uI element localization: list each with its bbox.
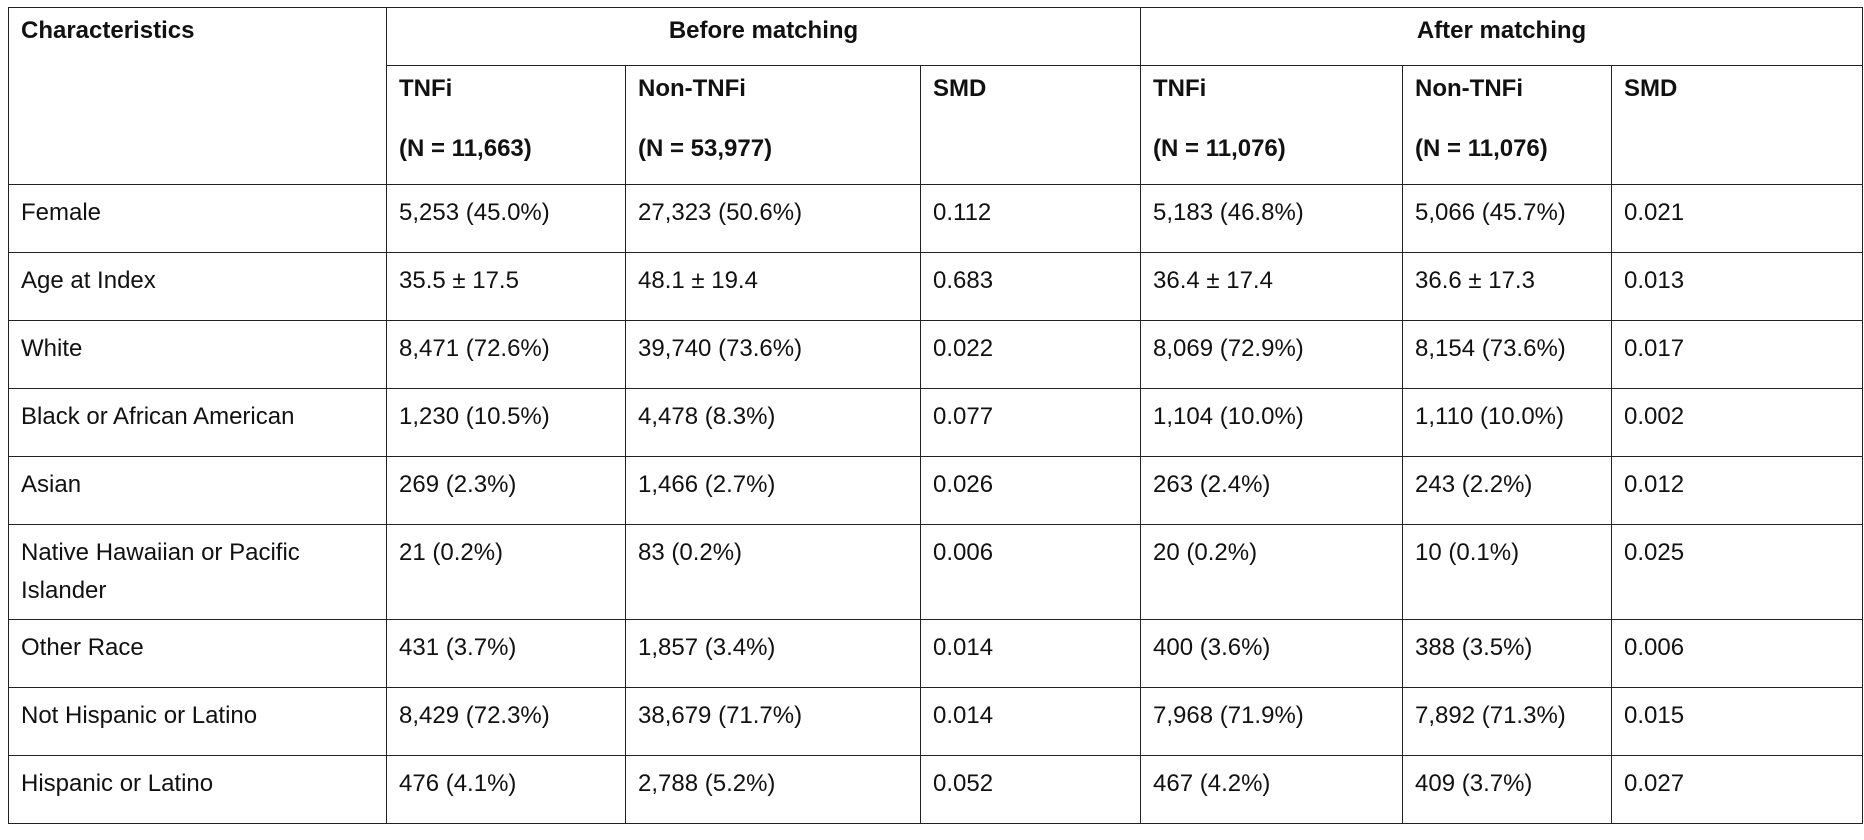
row-label: Female [8,184,387,253]
table-cell: 0.017 [1611,320,1864,389]
table-row: Not Hispanic or Latino 8,429 (72.3%) 38,… [8,687,1864,756]
column-label: TNFi [1153,75,1207,102]
column-label: SMD [1624,75,1678,102]
before-matching-header: Before matching [385,7,1142,66]
table-cell: 0.014 [919,619,1142,688]
table-cell: 0.006 [1611,619,1864,688]
table-row: Female 5,253 (45.0%) 27,323 (50.6%) 0.11… [8,184,1864,253]
after-smd-header: SMD [1611,65,1864,185]
table-cell: 7,968 (71.9%) [1140,687,1404,756]
table-cell: 269 (2.3%) [386,456,626,525]
table-cell: 36.6 ± 17.3 [1402,252,1613,321]
table-cell: 2,788 (5.2%) [625,755,921,824]
table-cell: 0.052 [919,755,1142,824]
table-cell: 400 (3.6%) [1140,619,1404,688]
table-row: Black or African American 1,230 (10.5%) … [8,388,1864,457]
table-cell: 39,740 (73.6%) [625,320,921,389]
table-cell: 35.5 ± 17.5 [386,252,626,321]
table-cell: 0.015 [1611,687,1864,756]
table-cell: 0.012 [1611,456,1864,525]
table-cell: 0.077 [919,388,1142,457]
column-label: SMD [933,75,987,102]
table-row: Age at Index 35.5 ± 17.5 48.1 ± 19.4 0.6… [8,252,1864,321]
table-cell: 243 (2.2%) [1402,456,1613,525]
column-label: Non-TNFi [638,75,746,102]
table-cell: 5,183 (46.8%) [1140,184,1404,253]
table-cell: 0.021 [1611,184,1864,253]
table-cell: 388 (3.5%) [1402,619,1613,688]
characteristics-table: Characteristics Before matching After ma… [8,7,1864,824]
before-tnfi-header: TNFi (N = 11,663) [386,65,626,185]
row-label: Asian [8,456,387,525]
table-cell: 8,069 (72.9%) [1140,320,1404,389]
table-cell: 21 (0.2%) [386,524,626,620]
table-cell: 0.027 [1611,755,1864,824]
row-label: Black or African American [8,388,387,457]
table-cell: 0.002 [1611,388,1864,457]
table-cell: 0.026 [919,456,1142,525]
table-cell: 7,892 (71.3%) [1402,687,1613,756]
column-n: (N = 11,076) [1153,135,1286,162]
table-cell: 0.022 [919,320,1142,389]
table-cell: 0.683 [919,252,1142,321]
table-cell: 4,478 (8.3%) [625,388,921,457]
table-header: Characteristics Before matching After ma… [8,7,1864,185]
table-cell: 8,154 (73.6%) [1402,320,1613,389]
after-matching-header: After matching [1140,7,1864,66]
table-cell: 263 (2.4%) [1140,456,1404,525]
table-cell: 48.1 ± 19.4 [625,252,921,321]
table-cell: 0.013 [1611,252,1864,321]
row-label: Age at Index [8,252,387,321]
characteristics-header: Characteristics [8,7,387,185]
table-cell: 431 (3.7%) [386,619,626,688]
before-non-tnfi-header: Non-TNFi (N = 53,977) [625,65,921,185]
table-cell: 1,857 (3.4%) [625,619,921,688]
table-cell: 0.112 [919,184,1142,253]
table-cell: 5,066 (45.7%) [1402,184,1613,253]
table-cell: 8,471 (72.6%) [386,320,626,389]
table-cell: 1,466 (2.7%) [625,456,921,525]
row-label: Other Race [8,619,387,688]
table-body: Female 5,253 (45.0%) 27,323 (50.6%) 0.11… [8,184,1864,824]
before-smd-header: SMD [919,65,1142,185]
row-label: Hispanic or Latino [8,755,387,824]
table-cell: 1,110 (10.0%) [1402,388,1613,457]
table-cell: 38,679 (71.7%) [625,687,921,756]
table-cell: 409 (3.7%) [1402,755,1613,824]
table-cell: 8,429 (72.3%) [386,687,626,756]
column-n: (N = 53,977) [638,135,773,162]
table-cell: 0.006 [919,524,1142,620]
row-label: Not Hispanic or Latino [8,687,387,756]
table-cell: 27,323 (50.6%) [625,184,921,253]
table-row: Other Race 431 (3.7%) 1,857 (3.4%) 0.014… [8,619,1864,688]
table-cell: 1,230 (10.5%) [386,388,626,457]
column-n: (N = 11,663) [399,135,532,162]
table-row: White 8,471 (72.6%) 39,740 (73.6%) 0.022… [8,320,1864,389]
table-cell: 36.4 ± 17.4 [1140,252,1404,321]
table-row: Hispanic or Latino 476 (4.1%) 2,788 (5.2… [8,755,1864,824]
row-label: Native Hawaiian or Pacific Islander [8,524,387,620]
row-label: White [8,320,387,389]
column-n: (N = 11,076) [1415,135,1548,162]
table-cell: 10 (0.1%) [1402,524,1613,620]
table-cell: 476 (4.1%) [386,755,626,824]
table-cell: 83 (0.2%) [625,524,921,620]
after-tnfi-header: TNFi (N = 11,076) [1140,65,1404,185]
table-row: Native Hawaiian or Pacific Islander 21 (… [8,524,1864,620]
table-cell: 0.014 [919,687,1142,756]
table-cell: 1,104 (10.0%) [1140,388,1404,457]
column-label: TNFi [399,75,453,102]
table-cell: 5,253 (45.0%) [386,184,626,253]
table-cell: 467 (4.2%) [1140,755,1404,824]
column-label: Non-TNFi [1415,75,1523,102]
after-non-tnfi-header: Non-TNFi (N = 11,076) [1402,65,1613,185]
table-cell: 0.025 [1611,524,1864,620]
table-row: Asian 269 (2.3%) 1,466 (2.7%) 0.026 263 … [8,456,1864,525]
table-cell: 20 (0.2%) [1140,524,1404,620]
